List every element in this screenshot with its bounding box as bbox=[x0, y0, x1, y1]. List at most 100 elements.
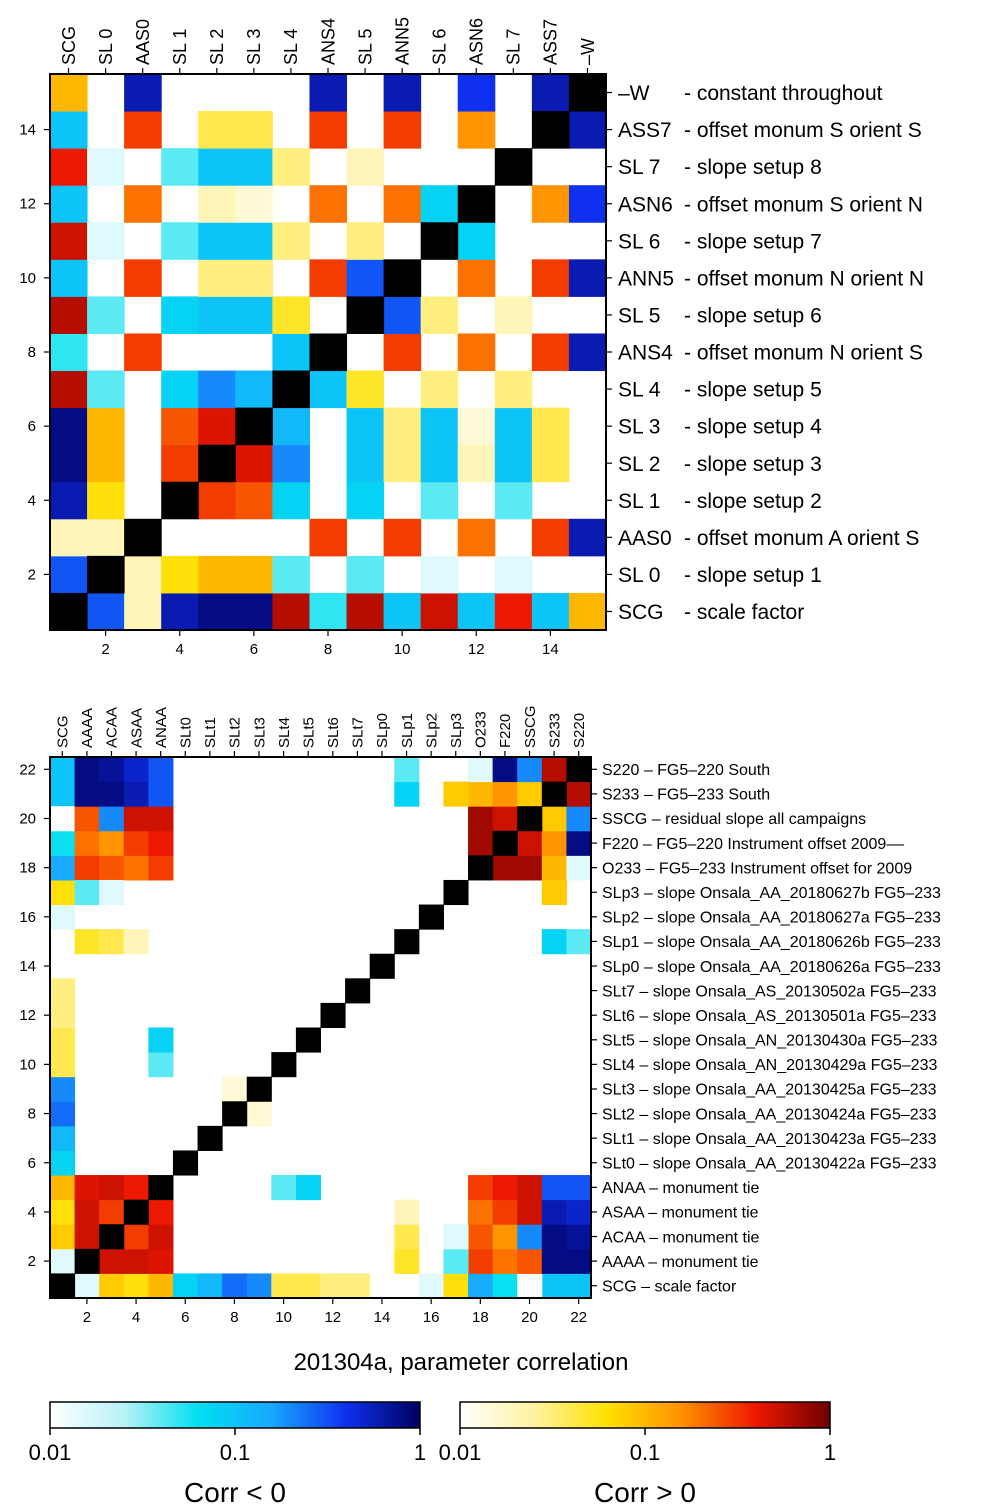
column-label: SLt2 bbox=[227, 717, 244, 748]
row-description-label: SCG – scale factor bbox=[602, 1278, 737, 1295]
heatmap-cell bbox=[568, 592, 607, 631]
heatmap-cell bbox=[50, 333, 88, 372]
row-code-label: SL 0 bbox=[618, 564, 660, 587]
heatmap-cell bbox=[457, 222, 496, 260]
column-label: SL 7 bbox=[504, 29, 524, 65]
heatmap-cell bbox=[123, 1273, 149, 1299]
y-tick-label: 10 bbox=[19, 1056, 36, 1073]
heatmap-cell bbox=[383, 185, 422, 223]
heatmap-cell bbox=[272, 148, 310, 186]
heatmap-cell bbox=[383, 74, 422, 112]
heatmap-cell bbox=[123, 757, 149, 783]
heatmap-cell bbox=[457, 111, 496, 149]
heatmap-cell bbox=[87, 407, 125, 446]
heatmap-cell bbox=[235, 148, 273, 186]
heatmap-cell bbox=[50, 1076, 76, 1102]
row-description-label: - scale factor bbox=[684, 601, 804, 624]
heatmap-cell bbox=[531, 185, 570, 223]
row-description-label: O233 – FG5–233 Instrument offset for 200… bbox=[602, 860, 912, 877]
heatmap-diagonal-cell bbox=[172, 1150, 199, 1176]
column-label: F220 bbox=[497, 714, 514, 748]
heatmap-cell bbox=[468, 1175, 494, 1201]
heatmap-cell bbox=[50, 111, 88, 149]
row-description-label: ACAA – monument tie bbox=[602, 1229, 760, 1246]
heatmap-diagonal-cell bbox=[492, 830, 518, 856]
heatmap-cell bbox=[123, 1224, 149, 1250]
colorbar-tick-label: 0.01 bbox=[29, 1440, 72, 1465]
x-tick-label: 10 bbox=[394, 641, 411, 658]
heatmap-bottom: SCG SCG – scale factor AAAA AAAA – monument… bbox=[19, 705, 941, 1326]
heatmap-cell bbox=[99, 1273, 125, 1299]
heatmap-cell bbox=[420, 592, 459, 631]
heatmap-cell bbox=[566, 781, 592, 807]
row-code-label: SL 4 bbox=[618, 379, 661, 402]
x-tick-label: 6 bbox=[250, 641, 258, 658]
heatmap-cell bbox=[566, 929, 592, 955]
heatmap-cell bbox=[443, 1224, 469, 1250]
heatmap-cell bbox=[383, 592, 422, 631]
x-tick-label: 14 bbox=[542, 641, 559, 658]
heatmap-cell bbox=[50, 1027, 76, 1053]
heatmap-cell bbox=[346, 370, 385, 409]
heatmap-diagonal-cell bbox=[161, 481, 199, 520]
heatmap-cell bbox=[492, 1248, 518, 1274]
heatmap-cell bbox=[541, 806, 567, 832]
heatmap-cell bbox=[566, 830, 592, 856]
heatmap-cell bbox=[50, 1248, 76, 1274]
heatmap-cell bbox=[492, 1199, 518, 1225]
heatmap-cell bbox=[541, 1224, 567, 1250]
heatmap-cell bbox=[87, 444, 125, 483]
heatmap-cell bbox=[457, 74, 496, 112]
row-description-label: SLp0 – slope Onsala_AA_20180626a FG5–233 bbox=[602, 959, 941, 976]
heatmap-cell bbox=[420, 296, 459, 334]
heatmap-cell bbox=[541, 879, 567, 906]
heatmap-cell bbox=[198, 222, 236, 260]
heatmap-cell bbox=[494, 555, 533, 594]
x-tick-label: 10 bbox=[275, 1309, 292, 1326]
heatmap-cell bbox=[443, 781, 469, 807]
column-label: SLt5 bbox=[300, 717, 317, 748]
heatmap-cell bbox=[235, 592, 273, 631]
heatmap-cell bbox=[457, 333, 496, 372]
heatmap-cell bbox=[50, 555, 88, 594]
heatmap-cell bbox=[87, 592, 125, 631]
colorbar-tick-label: 0.01 bbox=[439, 1440, 482, 1465]
heatmap-cell bbox=[148, 855, 174, 881]
heatmap-cell bbox=[87, 296, 125, 334]
heatmap-cell bbox=[541, 830, 567, 856]
row-description-label: - offset monum A orient S bbox=[684, 527, 919, 550]
heatmap-cell bbox=[74, 830, 100, 856]
heatmap-cell bbox=[50, 444, 88, 483]
x-tick-label: 12 bbox=[324, 1309, 341, 1326]
colorbar-tick-label: 1 bbox=[414, 1440, 426, 1465]
heatmap-cell bbox=[492, 1273, 518, 1299]
y-tick-label: 16 bbox=[19, 909, 36, 926]
column-label: SLp1 bbox=[399, 713, 416, 748]
heatmap-diagonal-cell bbox=[346, 296, 385, 334]
heatmap-cell bbox=[87, 481, 125, 520]
heatmap-cell bbox=[492, 757, 518, 783]
heatmap-diagonal-cell bbox=[246, 1076, 272, 1102]
heatmap-cell bbox=[235, 296, 273, 334]
column-label: SL 0 bbox=[96, 29, 116, 65]
heatmap-cell bbox=[492, 781, 518, 807]
heatmap-cell bbox=[346, 444, 385, 483]
heatmap-cell bbox=[568, 185, 607, 223]
heatmap-cell bbox=[74, 855, 100, 881]
row-description-label: S233 – FG5–233 South bbox=[602, 787, 770, 804]
heatmap-cell bbox=[541, 1175, 567, 1201]
row-description-label: ASAA – monument tie bbox=[602, 1205, 759, 1222]
column-label: ASS7 bbox=[541, 19, 561, 65]
x-tick-label: 4 bbox=[176, 641, 184, 658]
heatmap-cell bbox=[443, 1248, 469, 1274]
heatmap-cell bbox=[124, 592, 162, 631]
heatmap-cell bbox=[87, 222, 125, 260]
row-code-label: SL 3 bbox=[618, 416, 660, 439]
y-tick-label: 22 bbox=[19, 761, 36, 778]
heatmap-cell bbox=[74, 1273, 100, 1299]
heatmap-cell bbox=[531, 74, 570, 112]
heatmap-cell bbox=[50, 222, 88, 260]
heatmap-cell bbox=[198, 592, 236, 631]
heatmap-cell bbox=[161, 296, 199, 334]
heatmap-cell bbox=[50, 1199, 76, 1225]
